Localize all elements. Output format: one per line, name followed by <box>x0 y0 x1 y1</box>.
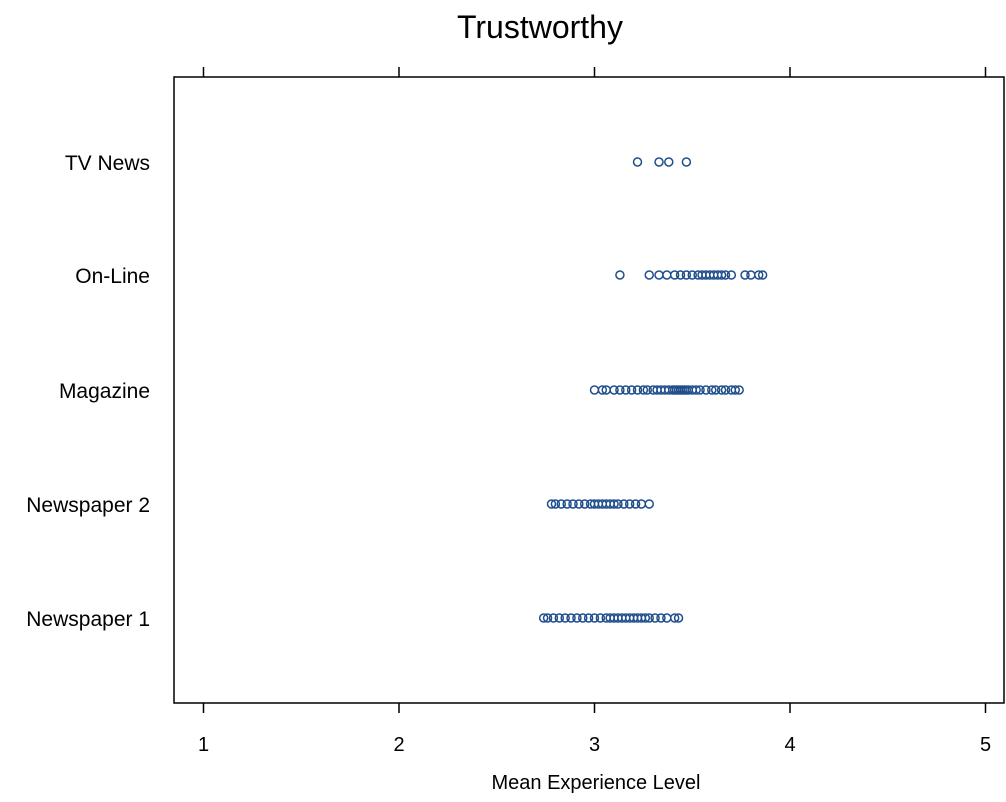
data-point <box>615 270 625 280</box>
x-axis-tick-label: 2 <box>393 734 404 756</box>
data-point <box>579 499 590 509</box>
data-point <box>669 270 680 280</box>
category-label: On-Line <box>75 265 150 288</box>
data-point <box>597 385 608 395</box>
data-point <box>619 499 629 509</box>
data-point <box>624 499 635 509</box>
data-point <box>662 270 672 280</box>
x-axis-label: Mean Experience Level <box>491 772 700 794</box>
x-axis-tick-labels: 1 2 3 4 5 <box>198 734 991 756</box>
data-point <box>572 613 582 623</box>
data-point <box>550 499 561 509</box>
category-label: TV News <box>65 152 150 175</box>
data-point <box>654 157 664 167</box>
data-point <box>621 385 631 395</box>
data-point <box>615 385 625 395</box>
data-point <box>566 613 576 623</box>
category-label: Magazine <box>59 380 150 403</box>
data-point <box>695 385 705 395</box>
data-point <box>609 385 619 395</box>
category-label: Newspaper 1 <box>26 608 150 631</box>
data-point <box>681 270 692 280</box>
data-point <box>626 385 637 395</box>
data-point <box>595 613 606 623</box>
data-point <box>710 385 721 395</box>
data-point <box>548 613 559 623</box>
data-point <box>716 270 727 280</box>
data-point <box>681 157 692 167</box>
data-point <box>650 613 660 623</box>
data-point <box>589 613 600 623</box>
data-point <box>673 613 684 623</box>
data-point <box>720 270 731 280</box>
data-point <box>654 270 664 280</box>
data-point <box>716 385 727 395</box>
data-point <box>589 385 600 395</box>
data-point <box>687 270 697 280</box>
data-point <box>726 270 737 280</box>
data-point <box>560 613 570 623</box>
x-axis-tick-label: 1 <box>198 734 209 756</box>
data-point <box>707 385 717 395</box>
data-point <box>746 270 756 280</box>
category-label: Newspaper 2 <box>26 494 150 517</box>
data-point <box>720 385 731 395</box>
data-point <box>642 385 653 395</box>
data-point <box>644 613 654 623</box>
data-point <box>644 270 654 280</box>
data-point <box>609 499 619 509</box>
data-point <box>630 499 641 509</box>
data-point <box>753 270 764 280</box>
data-point <box>542 613 553 623</box>
data-point <box>740 270 750 280</box>
data-points <box>538 157 768 623</box>
data-point <box>638 385 649 395</box>
data-point <box>554 613 565 623</box>
data-point <box>675 270 686 280</box>
chart-title: Trustworthy <box>457 9 623 45</box>
data-point <box>664 157 674 167</box>
data-point <box>562 499 572 509</box>
data-point <box>701 385 711 395</box>
data-point <box>574 499 584 509</box>
plot-frame <box>173 76 1005 704</box>
x-axis-ticks <box>202 67 987 713</box>
x-axis-tick-label: 4 <box>784 734 795 756</box>
data-point <box>632 385 643 395</box>
data-point <box>656 613 666 623</box>
data-point <box>556 499 567 509</box>
x-axis-tick-label: 5 <box>980 734 991 756</box>
x-axis-tick-label: 3 <box>589 734 600 756</box>
data-point <box>730 385 741 395</box>
data-point <box>644 499 654 509</box>
data-point <box>669 613 680 623</box>
data-point <box>734 385 744 395</box>
category-labels: TV News On-Line Magazine Newspaper 2 Newspap… <box>26 152 150 631</box>
data-point <box>578 613 588 623</box>
data-point <box>757 270 768 280</box>
data-point <box>640 613 651 623</box>
data-point <box>662 613 672 623</box>
data-point <box>583 613 594 623</box>
data-point <box>546 499 557 509</box>
data-point <box>636 499 647 509</box>
data-point <box>632 157 643 167</box>
data-point <box>568 499 578 509</box>
data-point <box>613 499 623 509</box>
data-point <box>538 613 549 623</box>
data-point <box>691 385 701 395</box>
